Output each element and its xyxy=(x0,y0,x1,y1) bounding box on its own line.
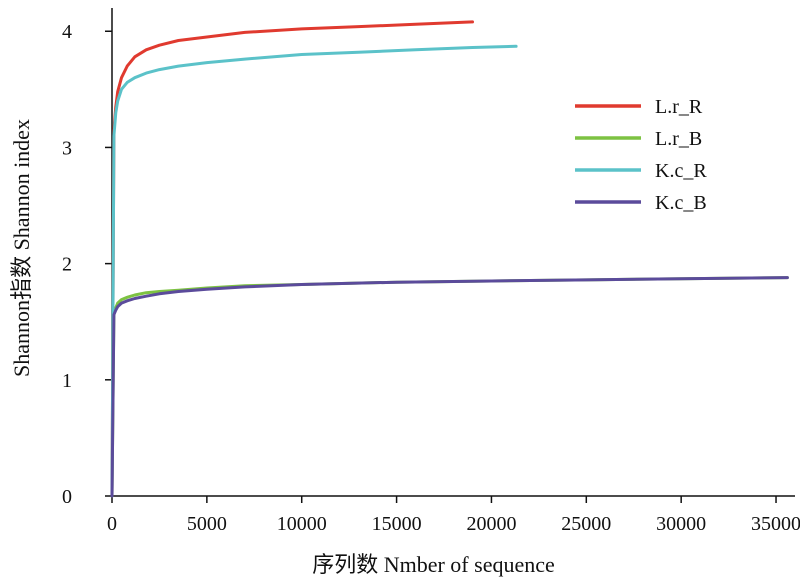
legend: L.r_R L.r_B K.c_R K.c_B xyxy=(575,96,707,214)
x-tick-label: 25000 xyxy=(561,513,611,535)
legend-label: L.r_B xyxy=(655,128,702,150)
series-line-k-c-b xyxy=(110,276,789,498)
x-tick-label: 35000 xyxy=(751,513,800,535)
y-tick-label: 3 xyxy=(62,137,72,159)
series-line-l-r-r xyxy=(110,20,474,498)
y-tick-label: 0 xyxy=(62,486,72,508)
x-tick-label: 30000 xyxy=(656,513,706,535)
x-ticks: 0 5000 10000 15000 20000 25000 30000 35000 xyxy=(107,496,800,535)
series-layer xyxy=(110,20,789,498)
x-tick-label: 0 xyxy=(107,513,117,535)
y-tick-label: 2 xyxy=(62,254,72,276)
y-ticks: 0 1 2 3 4 xyxy=(62,21,112,508)
x-tick-label: 20000 xyxy=(466,513,516,535)
axes: 0 5000 10000 15000 20000 25000 30000 35000 0 1 2 3… xyxy=(62,8,800,535)
y-axis-title: Shannon指数 Shannon index xyxy=(9,119,34,377)
legend-label: L.r_R xyxy=(655,96,703,118)
legend-label: K.c_B xyxy=(655,192,707,214)
y-tick-label: 4 xyxy=(62,21,72,43)
series-line-k-c-r xyxy=(110,44,518,498)
x-tick-label: 10000 xyxy=(277,513,327,535)
x-tick-label: 15000 xyxy=(372,513,422,535)
x-tick-label: 5000 xyxy=(187,513,227,535)
x-axis-title: 序列数 Nmber of sequence xyxy=(312,552,555,577)
legend-label: K.c_R xyxy=(655,160,707,182)
series-line-l-r-b xyxy=(110,276,789,498)
y-tick-label: 1 xyxy=(62,370,72,392)
